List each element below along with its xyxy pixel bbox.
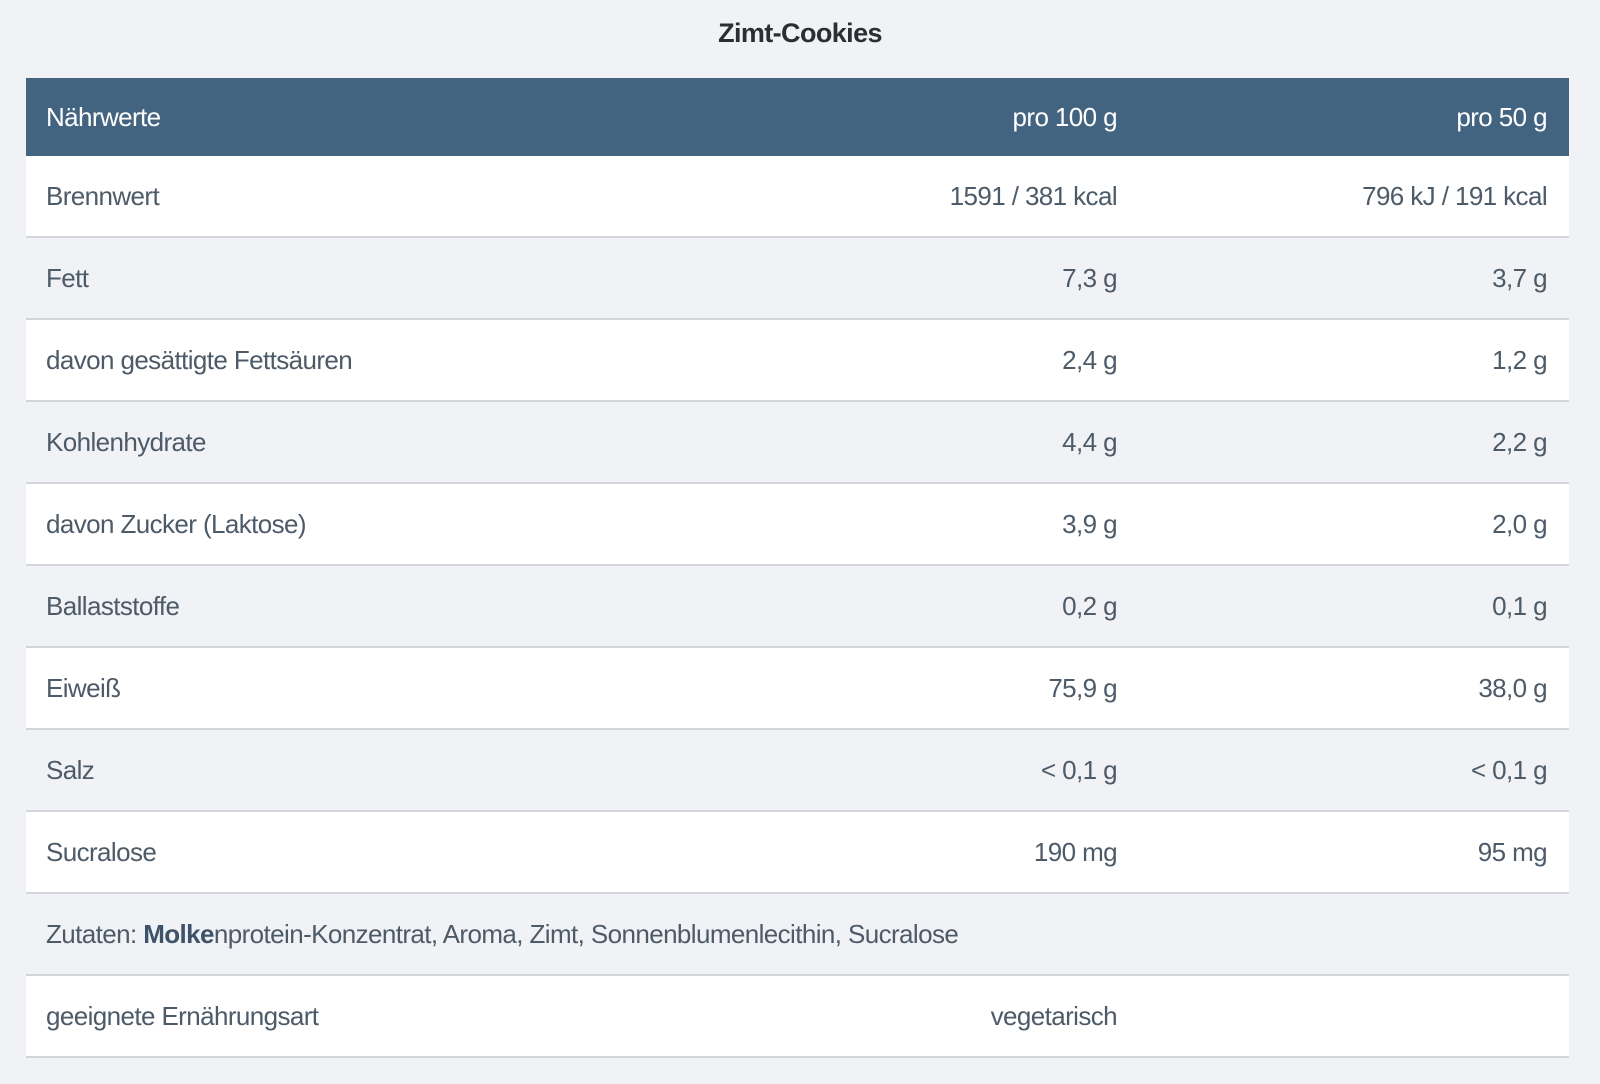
header-per-100g: pro 100 g	[1012, 101, 1118, 132]
value-per-100g: 4,4 g	[1062, 426, 1117, 457]
nutrient-label: Eiweiß	[46, 672, 121, 703]
value-per-100g: 2,4 g	[1062, 344, 1117, 375]
table-row: Brennwert 1591 / 381 kcal 796 kJ / 191 kca…	[26, 156, 1569, 238]
value-per-100g: 190 mg	[1033, 836, 1118, 867]
value-per-50g: 1,2 g	[1492, 344, 1547, 375]
nutrient-label: Brennwert	[46, 180, 160, 211]
value-per-50g: 38,0 g	[1478, 672, 1547, 703]
header-per-50g: pro 50 g	[1456, 101, 1547, 132]
value-per-100g: 0,2 g	[1062, 590, 1117, 621]
table-row: Kohlenhydrate 4,4 g 2,2 g	[26, 402, 1569, 484]
value-per-50g: < 0,1 g	[1470, 754, 1548, 785]
nutrient-label: Sucralose	[46, 836, 157, 867]
value-per-50g: 3,7 g	[1492, 262, 1547, 293]
value-per-50g: 2,2 g	[1492, 426, 1547, 457]
value-per-100g: 7,3 g	[1062, 262, 1117, 293]
table-row: Fett 7,3 g 3,7 g	[26, 238, 1569, 320]
nutrient-label: davon Zucker (Laktose)	[46, 508, 307, 539]
ingredients-text: Zutaten: Molkenprotein-Konzentrat, Aroma…	[26, 918, 959, 950]
value-per-50g: 2,0 g	[1492, 508, 1547, 539]
value-per-100g: < 0,1 g	[1040, 754, 1118, 785]
value-per-100g: 75,9 g	[1048, 672, 1117, 703]
table-row: davon Zucker (Laktose) 3,9 g 2,0 g	[26, 484, 1569, 566]
table-row: davon gesättigte Fettsäuren 2,4 g 1,2 g	[26, 320, 1569, 402]
ingredients-prefix: Zutaten:	[46, 918, 144, 949]
diet-label: geeignete Ernährungsart	[46, 1000, 319, 1031]
table-header: Nährwerte pro 100 g pro 50 g	[26, 78, 1569, 156]
ingredients-rest: nprotein-Konzentrat, Aroma, Zimt, Sonnen…	[213, 918, 959, 949]
nutrition-table: Nährwerte pro 100 g pro 50 g Brennwert 15…	[26, 78, 1569, 1058]
value-per-50g: 95 mg	[1477, 836, 1548, 867]
table-row: Sucralose 190 mg 95 mg	[26, 812, 1569, 894]
table-row: Eiweiß 75,9 g 38,0 g	[26, 648, 1569, 730]
ingredients-allergen: Molke	[143, 918, 214, 949]
ingredients-row: Zutaten: Molkenprotein-Konzentrat, Aroma…	[26, 894, 1569, 976]
nutrient-label: Ballaststoffe	[46, 590, 180, 621]
nutrient-label: davon gesättigte Fettsäuren	[46, 344, 353, 375]
nutrient-label: Salz	[46, 754, 95, 785]
nutrient-label: Kohlenhydrate	[46, 426, 206, 457]
product-title: Zimt-Cookies	[718, 18, 882, 48]
value-per-50g: 796 kJ / 191 kcal	[1362, 180, 1548, 211]
header-label: Nährwerte	[46, 101, 161, 132]
table-row: Salz < 0,1 g < 0,1 g	[26, 730, 1569, 812]
diet-value: vegetarisch	[990, 1000, 1118, 1031]
value-per-100g: 3,9 g	[1062, 508, 1117, 539]
value-per-100g: 1591 / 381 kcal	[949, 180, 1118, 211]
value-per-50g: 0,1 g	[1492, 590, 1547, 621]
table-row: Ballaststoffe 0,2 g 0,1 g	[26, 566, 1569, 648]
diet-row: geeignete Ernährungsart vegetarisch	[26, 976, 1569, 1058]
nutrient-label: Fett	[46, 262, 89, 293]
